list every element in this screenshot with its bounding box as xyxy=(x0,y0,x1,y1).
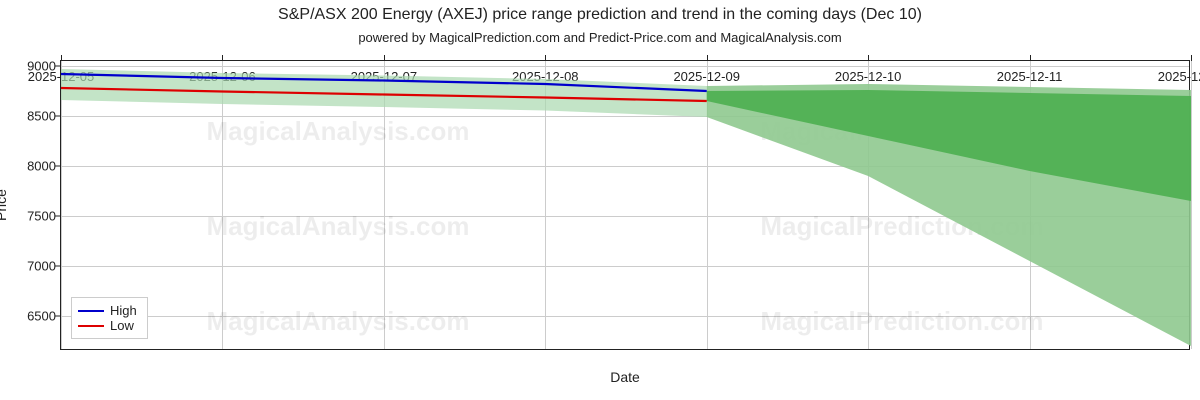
y-tick-label: 8000 xyxy=(11,159,56,174)
chart-svg xyxy=(61,61,1189,349)
y-tick-label: 7000 xyxy=(11,259,56,274)
legend-item-high[interactable]: High xyxy=(78,304,137,317)
x-tick-mark xyxy=(1191,55,1192,61)
y-tick-label: 7500 xyxy=(11,209,56,224)
legend-label-low: Low xyxy=(110,319,134,332)
y-axis-label: Price xyxy=(0,175,9,235)
y-tick-label: 8500 xyxy=(11,109,56,124)
chart-title: S&P/ASX 200 Energy (AXEJ) price range pr… xyxy=(0,6,1200,24)
low-line-swatch xyxy=(78,325,104,327)
legend-box[interactable]: High Low xyxy=(71,297,148,339)
chart-container: S&P/ASX 200 Energy (AXEJ) price range pr… xyxy=(0,0,1200,400)
y-tick-label: 6500 xyxy=(11,309,56,324)
titles-block: S&P/ASX 200 Energy (AXEJ) price range pr… xyxy=(0,0,1200,45)
high-line-swatch xyxy=(78,310,104,312)
chart-subtitle: powered by MagicalPrediction.com and Pre… xyxy=(0,30,1200,45)
x-gridline xyxy=(1191,61,1192,349)
legend-label-high: High xyxy=(110,304,137,317)
x-axis-label: Date xyxy=(610,369,640,385)
legend-item-low[interactable]: Low xyxy=(78,319,137,332)
